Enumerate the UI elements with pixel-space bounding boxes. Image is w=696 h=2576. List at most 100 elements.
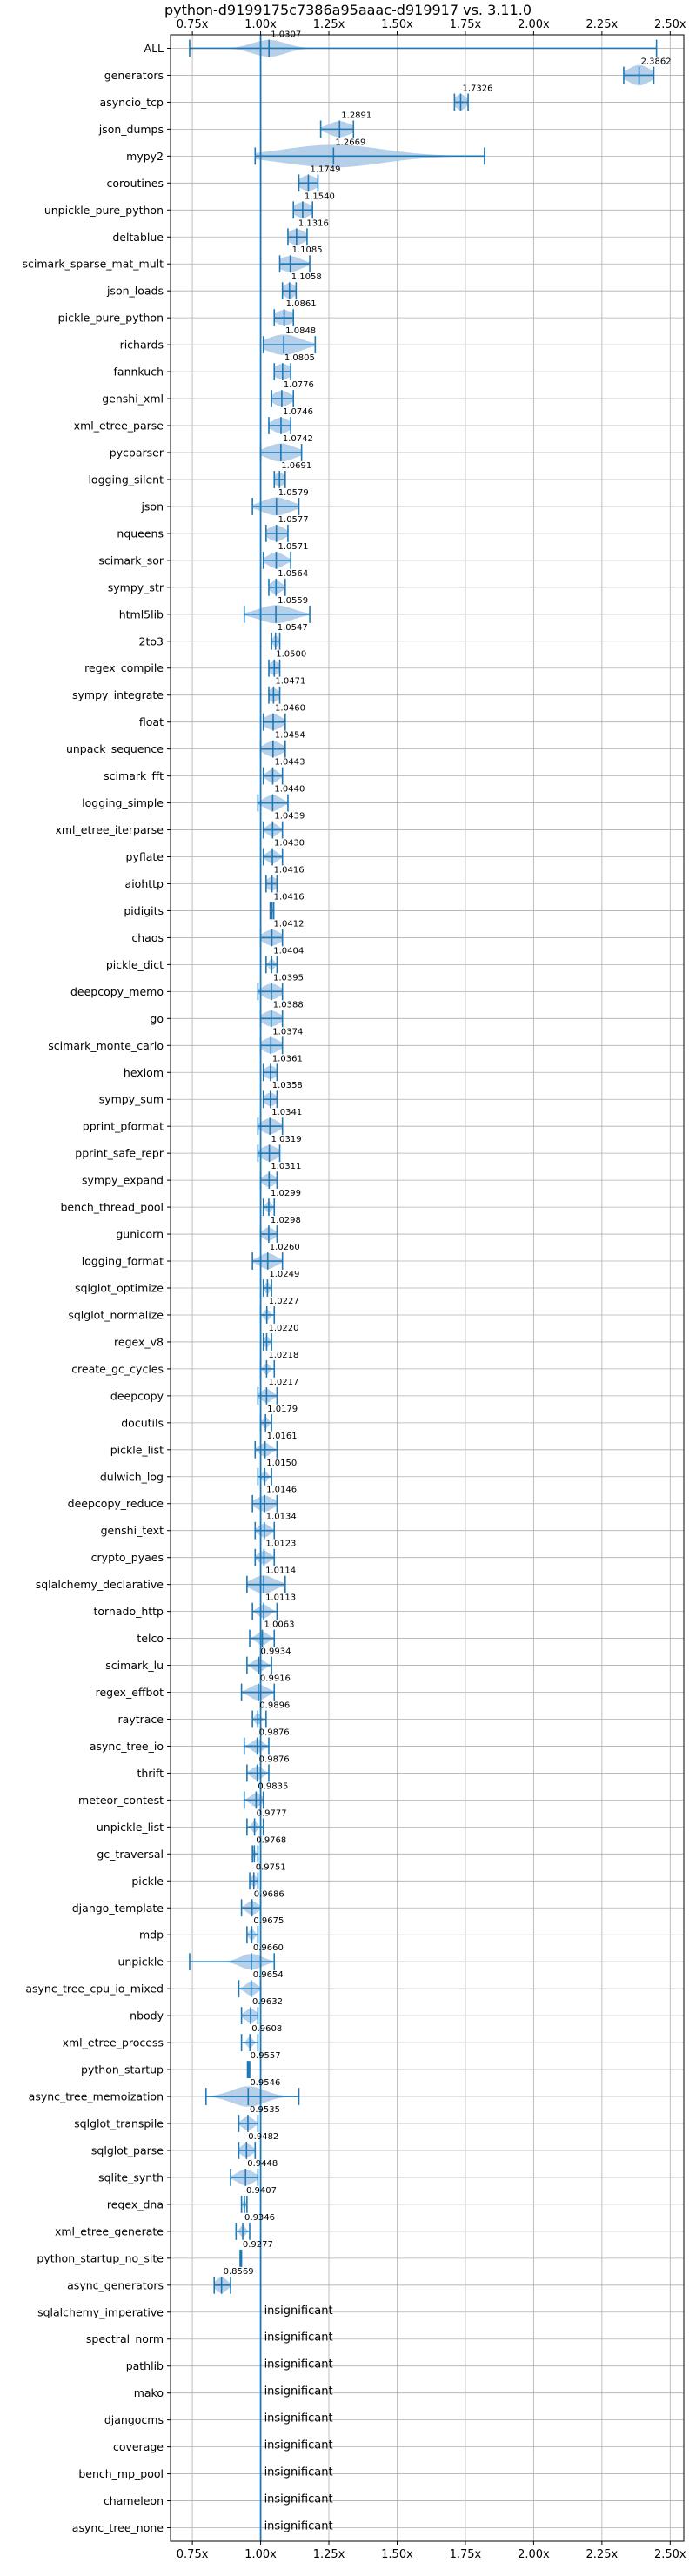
value-label: 0.9916 <box>260 1674 291 1684</box>
benchmark-label: create_gc_cycles <box>71 1362 164 1375</box>
value-label: 1.0311 <box>271 1162 301 1171</box>
benchmark-label: go <box>150 1012 164 1025</box>
insignificant-label: insignificant <box>264 2304 333 2318</box>
x-tick-label-top: 2.00x <box>518 18 550 31</box>
value-label: 1.0443 <box>274 758 304 768</box>
value-label: 0.9751 <box>256 1862 286 1872</box>
x-tick-label-bottom: 1.25x <box>313 2548 345 2561</box>
benchmark-label: regex_effbot <box>96 1686 164 1699</box>
value-label: 1.0559 <box>278 596 308 606</box>
value-label: 0.9346 <box>244 2213 275 2223</box>
x-tick-label-top: 1.00x <box>244 18 277 31</box>
benchmark-label: async_tree_cpu_io_mixed <box>25 1982 164 1996</box>
benchmark-label: pickle_pure_python <box>58 312 164 325</box>
value-label: 0.9608 <box>251 2024 282 2034</box>
value-label: 0.9546 <box>250 2078 280 2088</box>
benchmark-label: mako <box>134 2386 164 2399</box>
benchmark-label: deepcopy_memo <box>70 985 164 998</box>
value-label: 0.9686 <box>254 1889 284 1899</box>
benchmark-label: sympy_str <box>108 580 164 594</box>
chart-title: python-d9199175c7386a95aaac-d919917 vs. … <box>164 2 532 18</box>
benchmark-label: scimark_fft <box>104 769 164 782</box>
value-label: 1.0298 <box>271 1216 301 1225</box>
value-label: 1.0440 <box>274 785 304 795</box>
x-tick-label-bottom: 2.00x <box>518 2548 550 2561</box>
benchmark-label: sympy_integrate <box>72 688 164 701</box>
benchmark-label: sqlite_synth <box>98 2170 164 2184</box>
x-tick-label-top: 1.50x <box>381 18 413 31</box>
benchmark-label: fannkuch <box>114 366 164 379</box>
benchmark-label: deltablue <box>112 231 164 244</box>
benchmark-label: dulwich_log <box>100 1470 164 1483</box>
benchmark-label: crypto_pyaes <box>91 1551 164 1564</box>
benchmark-label: generators <box>104 69 164 82</box>
value-label: 1.0460 <box>275 704 305 714</box>
benchmark-label: scimark_lu <box>105 1659 164 1672</box>
x-tick-label-bottom: 2.50x <box>654 2548 686 2561</box>
benchmark-label: ALL <box>144 42 164 55</box>
benchmark-label: scimark_monte_carlo <box>48 1039 164 1052</box>
value-label: 0.9768 <box>256 1835 286 1845</box>
benchmark-label: hexiom <box>124 1066 164 1079</box>
x-tick-label-top: 0.75x <box>177 18 209 31</box>
value-label: 1.0260 <box>270 1243 300 1252</box>
value-label: 1.0404 <box>273 946 304 956</box>
value-label: 1.0358 <box>272 1081 303 1090</box>
insignificant-label: insignificant <box>264 2412 333 2425</box>
value-label: 1.0577 <box>278 515 309 525</box>
value-label: 0.9407 <box>246 2186 277 2196</box>
value-label: 0.8569 <box>224 2267 254 2277</box>
benchmark-label: regex_compile <box>84 661 164 674</box>
value-label: 0.9654 <box>253 1970 284 1980</box>
benchmark-label: bench_thread_pool <box>60 1201 164 1214</box>
benchmark-label: mypy2 <box>126 150 164 163</box>
violins <box>189 39 658 2294</box>
value-label: 1.0218 <box>268 1351 298 1360</box>
value-label: 1.1316 <box>298 218 329 228</box>
benchmark-label: html5lib <box>119 607 164 621</box>
insignificant-label: insignificant <box>264 2358 333 2371</box>
insignificant-label: insignificant <box>264 2466 333 2479</box>
benchmark-label: 2to3 <box>139 634 164 647</box>
value-label: 0.9632 <box>252 1997 283 2007</box>
labels: ALL generators asyncio_tcp json_dumps mypy2 c… <box>23 30 672 2534</box>
value-label: 1.0547 <box>278 623 308 633</box>
value-label: 1.0430 <box>274 839 304 849</box>
benchmark-label: pathlib <box>126 2359 164 2372</box>
value-label: 1.0341 <box>271 1108 302 1117</box>
benchmark-label: python_startup_no_site <box>37 2251 164 2264</box>
benchmark-label: unpack_sequence <box>66 742 164 755</box>
insignificant-label: insignificant <box>264 2493 333 2506</box>
benchmark-label: pyflate <box>126 850 164 863</box>
benchmark-label: genshi_xml <box>102 392 164 406</box>
value-label: 1.0146 <box>266 1486 297 1495</box>
benchmark-label: pycparser <box>110 446 164 460</box>
value-label: 1.0579 <box>278 488 309 498</box>
benchmark-label: pprint_pformat <box>83 1120 164 1133</box>
value-label: 1.0848 <box>285 326 316 336</box>
value-label: 0.9535 <box>250 2105 280 2115</box>
value-label: 1.0114 <box>265 1566 296 1576</box>
benchmark-label: async_tree_memoization <box>29 2090 164 2103</box>
benchmark-label: pprint_safe_repr <box>75 1147 164 1160</box>
value-label: 1.0161 <box>267 1432 298 1441</box>
value-label: 0.9777 <box>257 1808 287 1818</box>
benchmark-label: pickle <box>131 1875 164 1888</box>
value-label: 0.9482 <box>248 2132 278 2142</box>
value-label: 1.0063 <box>264 1620 295 1630</box>
benchmark-label: telco <box>137 1632 164 1645</box>
benchmark-label: regex_v8 <box>114 1335 164 1348</box>
value-label: 1.1085 <box>292 245 323 255</box>
x-tick-label-bottom: 1.75x <box>450 2548 482 2561</box>
value-label: 1.1058 <box>291 272 322 282</box>
value-label: 1.0134 <box>266 1513 297 1522</box>
benchmark-label: genshi_text <box>101 1524 164 1537</box>
benchmark-label: unpickle_pure_python <box>44 204 164 217</box>
value-label: 0.9835 <box>258 1781 288 1791</box>
benchmark-label: sqlglot_normalize <box>68 1308 164 1321</box>
plot-frame <box>170 34 685 2542</box>
benchmark-label: unpickle <box>117 1955 164 1969</box>
benchmark-label: regex_dna <box>107 2197 164 2210</box>
benchmark-label: nbody <box>130 2009 164 2023</box>
benchmark-label: aiohttp <box>125 877 164 890</box>
